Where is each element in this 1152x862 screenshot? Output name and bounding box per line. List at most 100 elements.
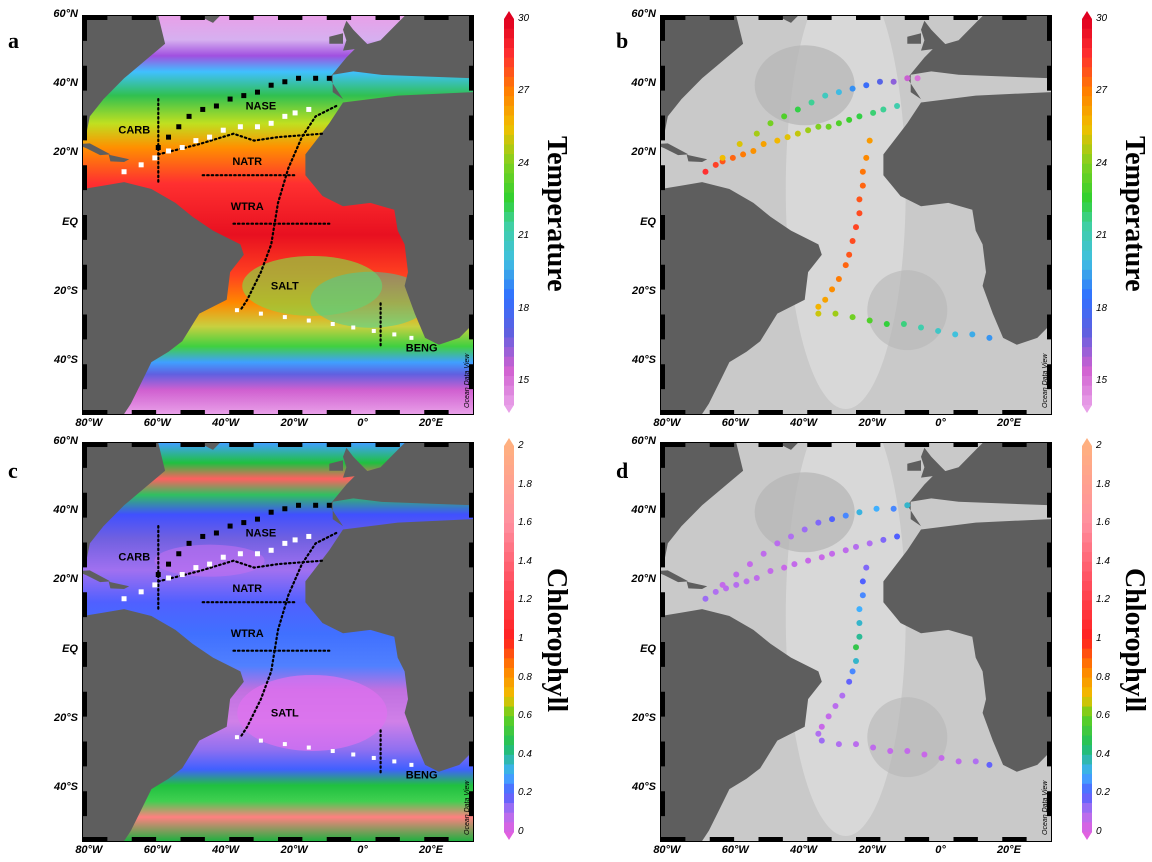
frame-tick [83,741,87,767]
land-southAm [83,609,244,841]
frame-tick [856,410,881,414]
region-label-salt: SALT [271,280,299,292]
frame-tick [1047,443,1051,468]
colorbar-segment [1082,86,1092,97]
colorbar-segment [1082,803,1092,814]
frame-tick [661,642,665,667]
frame-tick [83,492,87,518]
colorbar-segment [504,163,514,174]
station-dot [835,276,842,283]
frame-tick [83,165,87,191]
frame-tick [83,443,87,468]
station-dot [890,78,897,85]
cruise-station-marker [392,332,397,337]
colorbar-segment [504,231,514,242]
lat-label: 60°N [631,8,656,20]
station-dot [849,314,856,321]
frame-tick [661,215,665,240]
cruise-station-marker [207,561,213,567]
frame-tick [1047,264,1051,290]
frame-tick [661,791,665,817]
panel-a-temperature-map: CARB NASE NATR WTRA SALT BENG Ocean Data View 6… [20,5,529,435]
ocean-data-view-credit: Ocean Data View [464,780,471,835]
lon-label: 0° [357,844,368,856]
colorbar-segment [504,658,514,669]
lat-label: 40°N [53,504,78,517]
province-boundary [157,132,324,156]
frame-tick [469,492,473,518]
station-dot [829,516,836,523]
frame-tick [661,314,665,340]
cruise-station-marker [296,75,302,81]
station-dot [866,137,873,144]
frame-tick [709,837,735,841]
cruise-station-marker [330,322,335,327]
frame-tick [83,364,87,390]
frame-tick [661,492,665,518]
colorbar-tick-label: 30 [1096,13,1108,24]
station-dot [890,505,897,512]
colorbar-segment [504,337,514,348]
colorbar-segment [504,542,514,553]
station-dot [921,751,928,758]
station-dot [815,519,822,526]
frame-tick [229,16,254,20]
colorbar-segment [504,86,514,97]
region-label-beng: BENG [406,770,438,782]
frame-tick [758,837,783,841]
cruise-station-marker [268,120,274,126]
colorbar-segment [1082,571,1092,582]
station-dot [815,303,822,310]
frame-tick [469,314,473,340]
colorbar-segment [1082,716,1092,727]
colorbar-tick-label: 0.2 [518,787,532,799]
colorbar-tick-label: 15 [518,374,530,386]
frame-tick [180,443,205,447]
frame-tick [856,16,881,20]
cruise-station-marker [282,540,288,546]
colorbar-segment [504,366,514,377]
frame-tick [661,837,686,841]
station-dot [839,692,846,699]
region-label-wtra: WTRA [231,201,264,213]
colorbar-tick-label: 1 [1096,633,1102,644]
lat-label: 20°S [54,711,78,724]
colorbar-tick-label: 0.2 [1096,787,1110,799]
colorbar-segment [504,173,514,184]
frame-tick [1047,741,1051,767]
colorbar-segment [504,561,514,572]
station-dot [767,120,774,127]
lat-label: 20°S [54,284,78,297]
frame-tick [180,837,205,841]
frame-tick [326,16,352,20]
station-dot [859,578,866,585]
frame-tick [83,592,87,618]
colorbar-arrow-bottom [504,405,514,413]
frame-tick [807,16,832,20]
colorbar [504,11,514,413]
colorbar-segment [1082,610,1092,621]
frame-tick [661,16,665,41]
frame-tick [953,16,978,20]
lon-label: 80°W [75,844,103,856]
colorbar-tick-label: 1.6 [518,517,532,529]
frame-tick [375,443,400,447]
station-dot [805,557,812,564]
colorbar-segment [1082,221,1092,232]
station-dot [986,334,993,341]
cruise-station-marker [258,738,263,743]
frame-tick [424,443,449,447]
colorbar-segment [504,144,514,155]
frame-tick [131,837,157,841]
colorbar-segment [1082,725,1092,736]
lat-label: 60°N [631,435,656,447]
colorbar-tick-label: 27 [518,85,530,97]
lon-label: 20°W [280,844,308,856]
frame-tick [469,542,473,568]
lon-label: 80°W [653,844,681,856]
colorbar-tick-label: 18 [1096,302,1108,314]
frame-tick [180,16,205,20]
colorbar-segment [1082,279,1092,290]
station-dot [753,130,760,137]
frame-tick [424,410,449,414]
